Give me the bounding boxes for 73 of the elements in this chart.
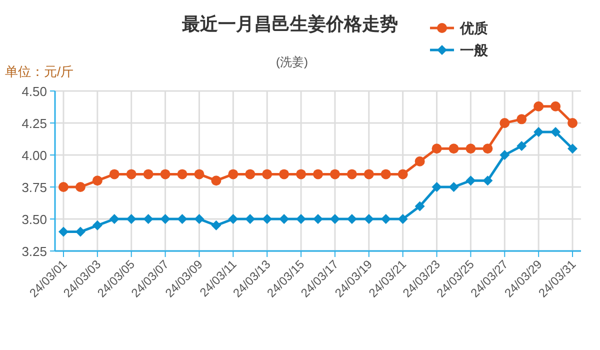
point [228,214,238,224]
point [296,169,306,180]
point [500,150,510,160]
point [380,214,391,224]
point [126,214,136,224]
chart-title: 最近一月昌邑生姜价格走势 [181,13,398,34]
point [313,169,323,180]
point [75,182,86,192]
point [279,214,290,224]
point [245,169,256,180]
point [160,169,170,180]
point [262,214,272,224]
point [550,101,561,112]
point [109,214,120,224]
legend-label: 一般 [460,42,489,58]
y-tick-label: 3.75 [22,180,47,195]
point [262,169,272,180]
point [109,169,120,180]
point [534,126,544,137]
point [466,144,476,154]
point [516,114,527,124]
chart-subtitle: (洗姜) [276,55,308,69]
point [568,118,578,128]
y-axis-title: 单位：元/斤 [5,64,74,79]
y-tick-label: 4.00 [22,148,47,163]
point [568,144,578,154]
point [364,214,374,224]
point [482,144,493,154]
point [346,214,357,224]
point [177,214,188,224]
point [500,118,510,128]
point [414,156,425,166]
point [126,169,136,180]
point [75,226,86,237]
y-tick-label: 4.50 [22,84,47,99]
y-tick-label: 3.25 [22,244,47,259]
point [92,176,102,186]
point [432,182,442,192]
point [398,169,408,180]
point [228,169,238,180]
point [279,169,290,180]
point [143,214,154,224]
y-tick-label: 4.25 [22,116,47,131]
point [177,169,188,180]
point [398,214,408,224]
y-tick-label: 3.50 [22,212,47,227]
point [346,169,357,180]
point [92,220,102,230]
point [143,169,154,180]
point [58,182,68,192]
point [330,169,340,180]
point [466,176,476,186]
point [211,176,222,186]
point [534,101,544,112]
point [194,214,204,224]
point [313,214,323,224]
point [58,226,68,237]
point [330,214,340,224]
legend-label: 优质 [459,20,488,36]
point [448,182,459,192]
point [380,169,391,180]
point [516,141,527,152]
point [194,169,204,180]
point [448,144,459,154]
point [550,126,561,137]
point [414,201,425,212]
point [482,176,493,186]
point [160,214,170,224]
point [364,169,374,180]
point [245,214,256,224]
point [296,214,306,224]
point [432,144,442,154]
point [211,220,222,230]
